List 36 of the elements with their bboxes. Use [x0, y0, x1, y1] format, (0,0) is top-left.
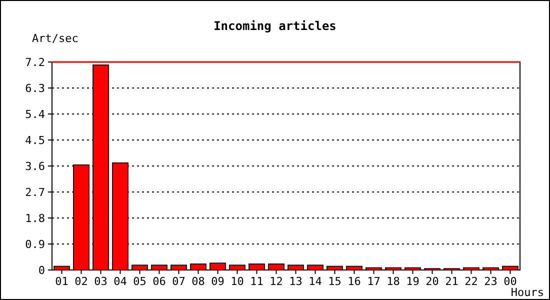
x-tick-label: 17 — [367, 275, 380, 288]
x-tick-label: 23 — [484, 275, 498, 288]
x-tick-label: 21 — [445, 275, 458, 288]
chart-title: Incoming articles — [214, 19, 336, 33]
y-tick-label: 5.4 — [25, 108, 46, 121]
y-tick-label: 0 — [38, 264, 45, 277]
x-tick-label: 18 — [386, 275, 400, 288]
y-axis-title: Art/sec — [32, 32, 78, 45]
x-tick-label: 09 — [211, 275, 224, 288]
x-tick-label: 12 — [270, 275, 283, 288]
x-tick-label: 22 — [464, 275, 478, 288]
y-tick-label: 3.6 — [25, 160, 45, 173]
x-tick-label: 13 — [289, 275, 302, 288]
y-tick-label: 0.9 — [25, 238, 45, 251]
x-tick-label: 02 — [74, 275, 88, 288]
y-tick-label: 1.8 — [25, 212, 45, 225]
x-tick-label: 06 — [152, 275, 166, 288]
x-tick-label: 11 — [250, 275, 264, 288]
y-tick-label: 7.2 — [25, 56, 45, 69]
x-tick-label: 15 — [328, 275, 342, 288]
y-tick-label: 4.5 — [25, 134, 45, 147]
y-tick-label: 2.7 — [25, 186, 45, 199]
x-tick-label: 08 — [192, 275, 205, 288]
x-tick-label: 05 — [133, 275, 146, 288]
x-tick-label: 19 — [406, 275, 420, 288]
x-tick-label: 07 — [172, 275, 186, 288]
x-tick-label: 04 — [114, 275, 128, 288]
x-tick-label: 00 — [504, 275, 517, 288]
x-tick-label: 10 — [230, 275, 244, 288]
x-tick-label: 03 — [94, 275, 108, 288]
y-tick-label: 6.3 — [25, 82, 45, 95]
x-tick-label: 20 — [426, 275, 439, 288]
x-tick-label: 14 — [308, 275, 322, 288]
x-tick-label: 16 — [348, 275, 361, 288]
x-tick-label: 01 — [55, 275, 68, 288]
x-axis-title: Hours — [510, 286, 544, 299]
